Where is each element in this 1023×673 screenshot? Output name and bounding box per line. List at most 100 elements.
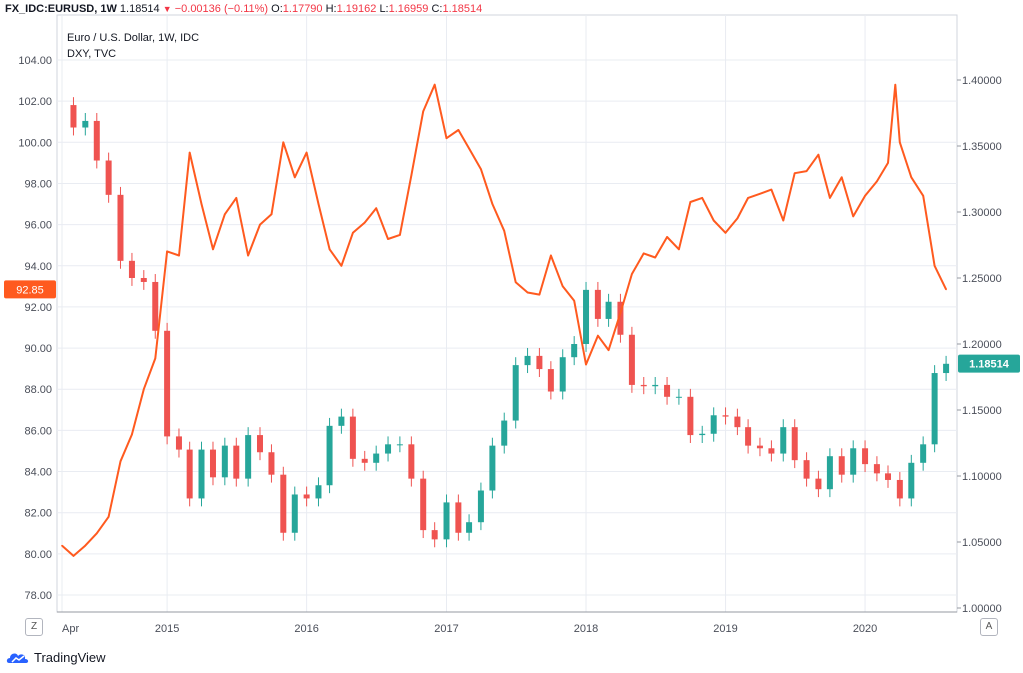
dxy-point: [282, 141, 285, 144]
dxy-point: [166, 250, 168, 253]
dxy-point: [887, 162, 889, 164]
candle-body: [256, 435, 263, 453]
candle-body: [536, 355, 543, 370]
candle-body: [838, 456, 845, 475]
dxy-point: [491, 203, 494, 205]
candle-body: [652, 384, 659, 387]
dxy-point: [247, 254, 249, 257]
dxy-point: [107, 516, 110, 518]
right-tick-label: 1.00000: [962, 603, 1002, 615]
auto-scale-button[interactable]: A: [980, 618, 998, 636]
left-tick-label: 92.00: [24, 302, 52, 314]
candle-body: [420, 478, 427, 531]
candle-body: [710, 415, 717, 434]
x-tick-label: 2015: [155, 623, 179, 635]
x-tick-label: 2016: [294, 623, 318, 635]
left-tick-label: 86.00: [24, 425, 52, 437]
candle-body: [455, 502, 462, 533]
high-label: H:: [325, 3, 337, 15]
candle-body: [443, 502, 450, 540]
dxy-point: [852, 215, 855, 218]
candle-body: [466, 522, 473, 533]
candle-body: [594, 289, 601, 319]
candle-body: [268, 452, 275, 475]
candle-body: [826, 456, 833, 490]
left-tick-label: 84.00: [24, 467, 52, 479]
candle-body: [361, 458, 368, 463]
candle-body: [768, 448, 775, 454]
dxy-point: [840, 176, 843, 179]
dxy-point: [899, 141, 901, 144]
open-value: 1.17790: [282, 3, 323, 15]
dxy-point: [642, 252, 645, 255]
dxy-point: [410, 174, 413, 177]
candle-body: [291, 494, 298, 533]
price-change: −0.00136 (−0.11%): [174, 3, 269, 15]
candle-body: [315, 485, 322, 499]
dxy-point: [95, 532, 98, 535]
candle-body: [664, 384, 671, 397]
candle-body: [524, 355, 531, 366]
right-tick-label: 1.25000: [962, 273, 1002, 285]
candle-body: [245, 435, 252, 479]
dxy-point: [759, 192, 761, 195]
candle-body: [583, 289, 590, 344]
dxy-point: [550, 254, 552, 257]
right-tick-label: 1.30000: [962, 207, 1002, 219]
candle-body: [943, 363, 950, 374]
dxy-point: [84, 544, 87, 547]
dxy-point: [317, 203, 320, 205]
dxy-point: [597, 334, 599, 337]
dxy-point: [305, 151, 308, 154]
dxy-point: [678, 248, 680, 251]
zoom-button[interactable]: Z: [25, 618, 43, 636]
dxy-point: [445, 137, 448, 139]
dxy-point: [910, 176, 913, 179]
dxy-point: [188, 151, 191, 154]
dxy-point: [235, 197, 238, 199]
compare-series-legend[interactable]: DXY, TVC: [67, 48, 117, 60]
left-tick-label: 98.00: [24, 178, 52, 190]
candle-body: [908, 462, 915, 499]
dxy-point: [585, 363, 587, 366]
dxy-point: [422, 110, 425, 113]
dxy-point: [864, 195, 866, 197]
candle-body: [850, 448, 857, 475]
close-label: C:: [431, 3, 443, 15]
candle-body: [571, 344, 578, 358]
last-price: 1.18514: [119, 3, 160, 15]
right-tick-label: 1.40000: [962, 75, 1002, 87]
dxy-point: [654, 256, 657, 259]
dxy-point: [212, 248, 214, 251]
symbol-name[interactable]: FX_IDC:EURUSD, 1W: [5, 3, 117, 15]
dxy-point: [666, 236, 668, 238]
dxy-point: [689, 201, 692, 203]
main-series-legend[interactable]: Euro / U.S. Dollar, 1W, IDC: [67, 32, 200, 44]
right-tick-label: 1.05000: [962, 537, 1002, 549]
candle-body: [93, 120, 100, 161]
tradingview-logo[interactable]: TradingView: [6, 650, 106, 665]
axes: 78.00 80.00 82.00 84.00 86.00 88.00 90.00 92.00…: [4, 55, 1020, 635]
left-tick-label: 100.00: [18, 137, 52, 149]
candle-body: [734, 416, 741, 428]
tradingview-cloud-icon: [6, 653, 29, 663]
candle-body: [605, 301, 612, 319]
candle-body: [931, 373, 938, 445]
dxy-point: [945, 288, 947, 291]
candle-body: [303, 494, 310, 499]
dxy-point: [387, 238, 389, 240]
candle-body: [687, 396, 694, 436]
symbol-header: FX_IDC:EURUSD, 1W 1.18514 ▼ −0.00136 (−0…: [5, 2, 482, 16]
dxy-point: [736, 217, 739, 220]
dxy-point: [894, 83, 897, 86]
dxy-point: [178, 254, 180, 257]
eur-last-value-badge: [958, 354, 1020, 373]
dxy-point: [805, 170, 808, 172]
dxy-point: [561, 285, 564, 288]
dxy-point: [224, 213, 226, 216]
candle-body: [128, 260, 135, 278]
right-tick-label: 1.10000: [962, 471, 1002, 483]
candle-body: [896, 479, 903, 499]
